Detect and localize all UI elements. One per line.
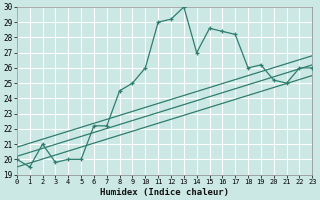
X-axis label: Humidex (Indice chaleur): Humidex (Indice chaleur) [100,188,229,197]
